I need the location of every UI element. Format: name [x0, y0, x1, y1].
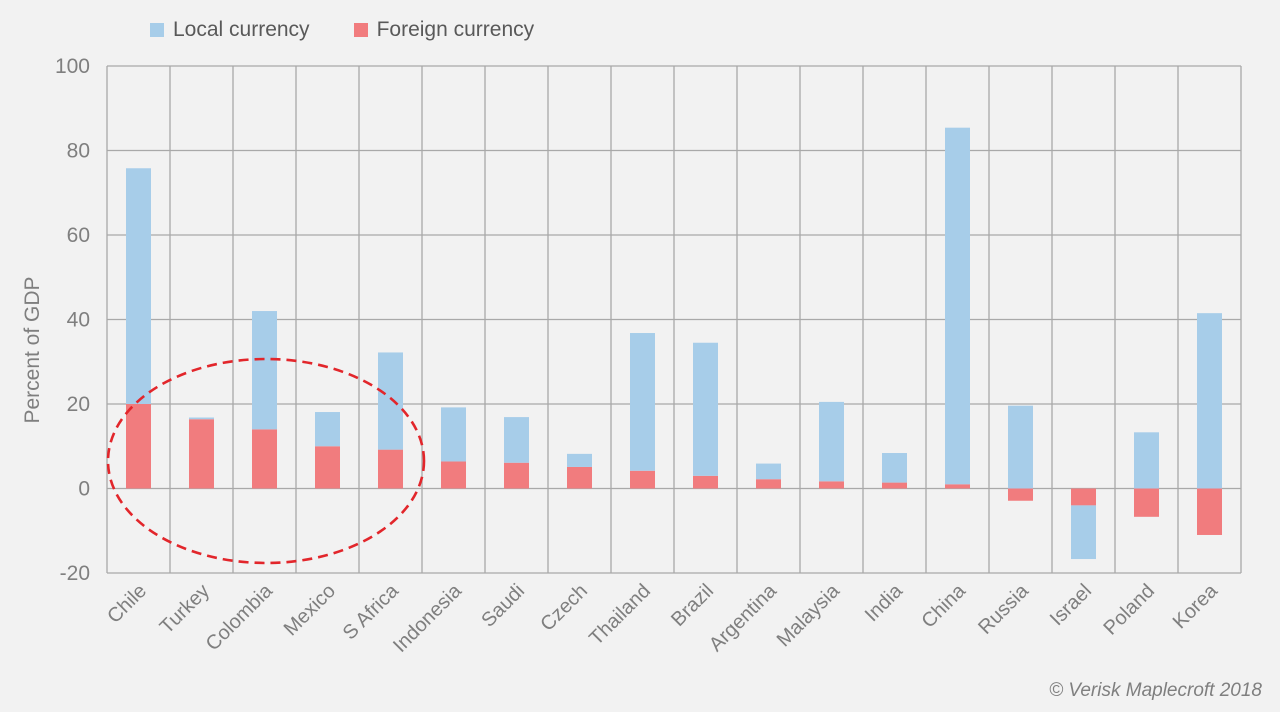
x-label-korea: Korea	[1169, 579, 1223, 633]
bar-colombia-local-currency	[252, 311, 277, 430]
bar-thailand-local-currency	[630, 333, 655, 471]
bar-czech-local-currency	[567, 453, 592, 467]
y-tick-label-0: 0	[78, 478, 90, 501]
x-label-turkey: Turkey	[156, 580, 214, 638]
x-label-mexico: Mexico	[280, 580, 340, 640]
bar-indonesia-foreign-currency	[441, 461, 466, 489]
bar-malaysia-local-currency	[819, 401, 844, 482]
legend-label-foreign-currency: Foreign currency	[376, 18, 535, 41]
x-label-s-africa: S Africa	[339, 579, 404, 644]
x-label-poland: Poland	[1099, 580, 1159, 640]
y-tick-label-40: 40	[67, 309, 90, 332]
foreign-currency-swatch-icon	[353, 23, 368, 37]
bar-russia-foreign-currency	[1008, 488, 1033, 501]
y-tick-label-60: 60	[67, 224, 90, 247]
bar-saudi-local-currency	[504, 417, 529, 463]
chart-legend: Local currency Foreign currency	[150, 18, 534, 42]
y-tick-label-80: 80	[67, 140, 90, 163]
bar-chile-foreign-currency	[126, 404, 151, 489]
x-label-czech: Czech	[536, 580, 592, 636]
copyright-notice: © Verisk Maplecroft 2018	[1049, 680, 1262, 701]
legend-item-foreign-currency: Foreign currency	[353, 18, 535, 42]
x-label-brazil: Brazil	[667, 580, 718, 631]
x-label-thailand: Thailand	[585, 580, 655, 650]
bar-brazil-foreign-currency	[693, 475, 718, 489]
bar-s-africa-foreign-currency	[378, 449, 403, 489]
x-label-israel: Israel	[1046, 580, 1096, 630]
y-tick-label-100: 100	[55, 55, 90, 78]
x-label-saudi: Saudi	[477, 580, 529, 632]
bar-brazil-local-currency	[693, 342, 718, 476]
bar-argentina-local-currency	[756, 463, 781, 480]
bar-china-local-currency	[945, 127, 970, 485]
x-label-indonesia: Indonesia	[389, 579, 467, 657]
bar-s-africa-local-currency	[378, 352, 403, 450]
bar-india-foreign-currency	[882, 482, 907, 489]
bar-turkey-foreign-currency	[189, 419, 214, 489]
bar-china-foreign-currency	[945, 484, 970, 489]
x-label-chile: Chile	[103, 580, 151, 628]
bar-korea-foreign-currency	[1197, 488, 1222, 535]
legend-item-local-currency: Local currency	[150, 18, 310, 42]
bar-poland-foreign-currency	[1134, 488, 1159, 517]
bar-malaysia-foreign-currency	[819, 481, 844, 489]
bar-argentina-foreign-currency	[756, 479, 781, 489]
bar-thailand-foreign-currency	[630, 470, 655, 489]
highlight-ellipse-annotation	[106, 357, 426, 565]
x-label-malaysia: Malaysia	[773, 579, 845, 651]
x-label-colombia: Colombia	[202, 579, 278, 655]
bar-mexico-local-currency	[315, 412, 340, 447]
bar-indonesia-local-currency	[441, 407, 466, 462]
bar-korea-local-currency	[1197, 313, 1222, 489]
y-tick-label-20: 20	[67, 393, 90, 416]
bar-israel-local-currency	[1071, 505, 1096, 560]
x-label-russia: Russia	[974, 579, 1033, 638]
bar-czech-foreign-currency	[567, 466, 592, 489]
bar-russia-local-currency	[1008, 405, 1033, 489]
local-currency-swatch-icon	[150, 23, 164, 37]
bar-mexico-foreign-currency	[315, 446, 340, 489]
y-tick-label--20: -20	[60, 562, 90, 585]
x-label-china: China	[918, 579, 971, 632]
bar-israel-foreign-currency	[1071, 488, 1096, 506]
bar-turkey-local-currency	[189, 417, 214, 420]
legend-label-local-currency: Local currency	[173, 18, 310, 41]
x-label-india: India	[861, 579, 908, 626]
bar-saudi-foreign-currency	[504, 462, 529, 489]
bar-poland-local-currency	[1134, 432, 1159, 489]
bar-colombia-foreign-currency	[252, 429, 277, 489]
bar-india-local-currency	[882, 453, 907, 483]
bar-chile-local-currency	[126, 168, 151, 404]
x-label-argentina: Argentina	[705, 579, 782, 656]
